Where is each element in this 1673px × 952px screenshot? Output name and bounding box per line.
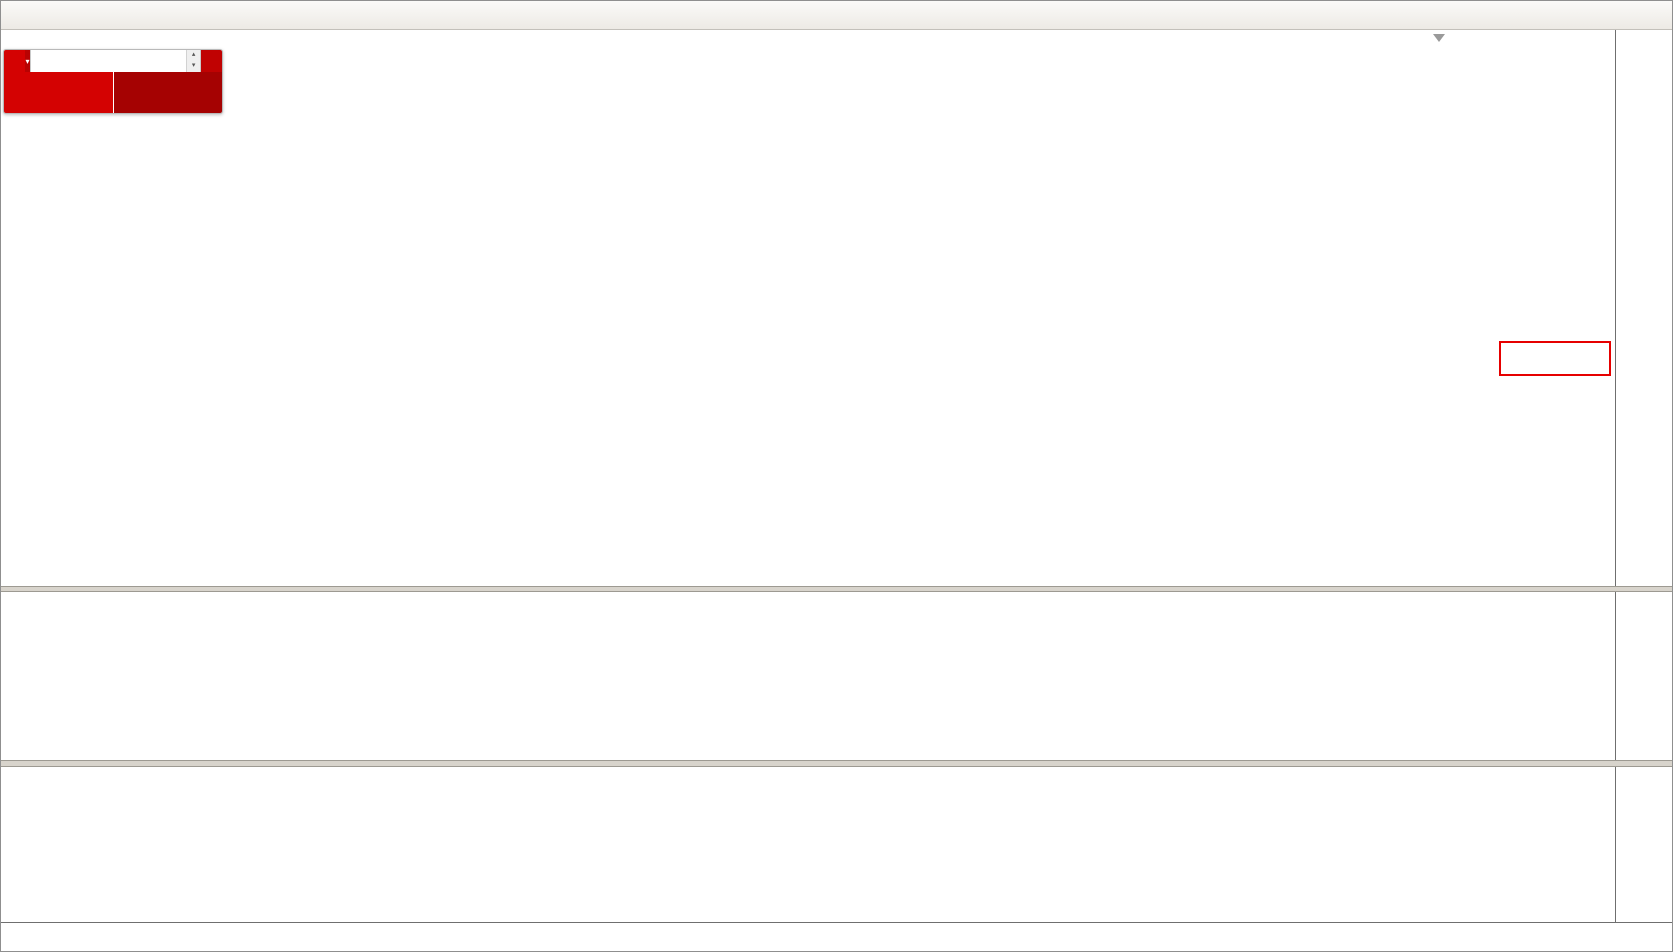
volume-field: ▴ ▾ (30, 50, 202, 72)
main-toolbar (1, 1, 1672, 30)
macd-panel-splitter[interactable] (1, 586, 1672, 592)
buy-button[interactable] (201, 50, 222, 72)
time-axis[interactable] (1, 922, 1672, 951)
volume-decrease-button[interactable]: ▾ (187, 61, 201, 72)
volume-input[interactable] (31, 50, 187, 72)
chart-shift-marker[interactable] (1433, 34, 1445, 42)
price-annotation-label[interactable] (1499, 341, 1611, 376)
rsi-panel-splitter[interactable] (1, 760, 1672, 767)
sell-price-button[interactable] (4, 72, 113, 113)
price-axis[interactable] (1615, 30, 1672, 951)
sell-button[interactable] (4, 50, 25, 72)
volume-increase-button[interactable]: ▴ (187, 50, 201, 61)
volume-stepper: ▴ ▾ (186, 50, 201, 72)
one-click-trading-panel: ▾ ▴ ▾ (3, 49, 223, 114)
one-click-options-dropdown[interactable]: ▾ (24, 50, 31, 72)
buy-price-button[interactable] (113, 72, 222, 113)
